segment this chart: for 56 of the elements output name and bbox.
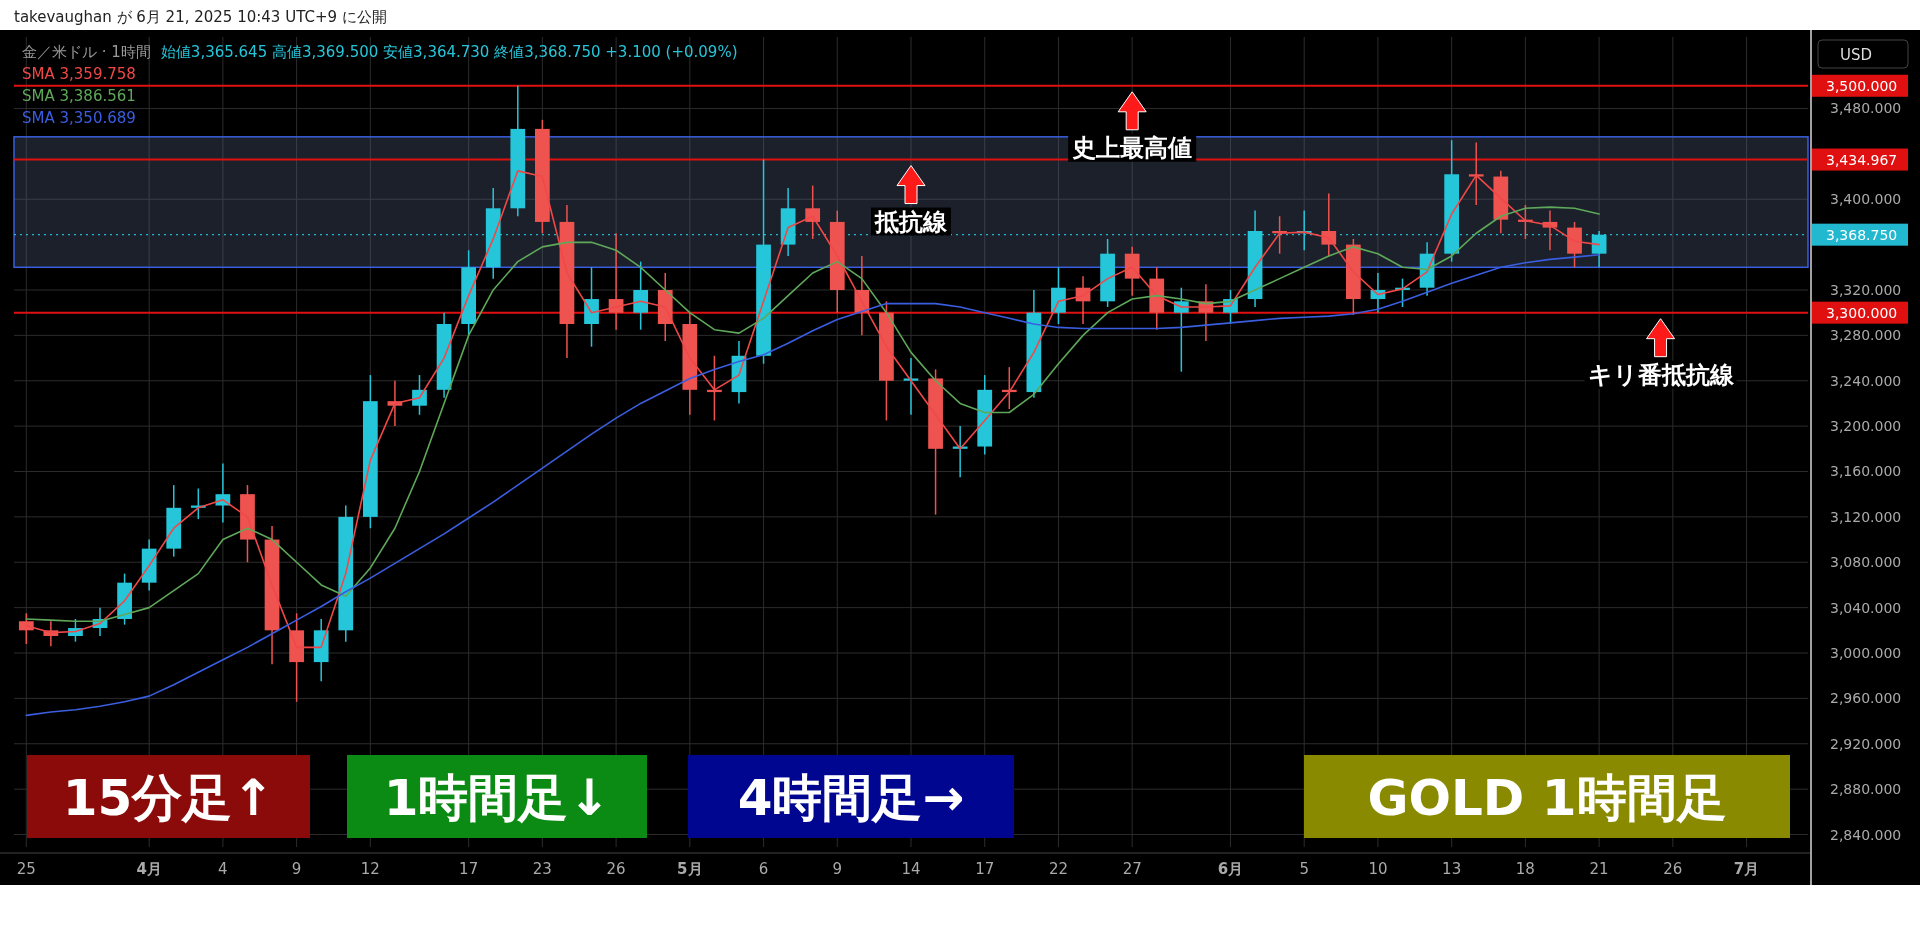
x-tick-label: 18	[1515, 860, 1535, 878]
annotation: 抵抗線	[874, 207, 948, 236]
y-tick-label: 3,320.000	[1830, 281, 1902, 298]
annotation: GOLD 1時間足	[1367, 769, 1727, 827]
x-tick-label: 12	[360, 860, 380, 878]
y-tick-label: 3,480.000	[1830, 100, 1902, 117]
x-tick-label: 9	[291, 860, 302, 878]
x-tick-label: 10	[1368, 860, 1388, 878]
text: SMA 3,386.561	[22, 87, 136, 105]
x-tick-label: 6月	[1217, 860, 1244, 878]
y-tick-label: 3,160.000	[1830, 463, 1902, 480]
y-tick-label: 2,880.000	[1830, 781, 1902, 798]
y-tick-label: 3,400.000	[1830, 191, 1902, 208]
annotation: 4時間足→	[737, 769, 965, 827]
x-tick-label: 7月	[1733, 860, 1760, 878]
x-tick-label: 22	[1048, 860, 1068, 878]
y-tick-label: 3,240.000	[1830, 372, 1902, 389]
annotation: 15分足↑	[62, 769, 275, 827]
ref-line-label: 3,500.000	[1826, 77, 1898, 94]
x-tick-label: 17	[975, 860, 995, 878]
x-tick-label: 17	[459, 860, 479, 878]
x-tick-label: 5	[1299, 860, 1309, 878]
text: SMA 3,359.758	[22, 65, 136, 83]
x-tick-label: 25	[16, 860, 36, 878]
annotation: キリ番抵抗線	[1587, 360, 1735, 389]
y-tick-label: 3,200.000	[1830, 418, 1902, 435]
x-tick-label: 4	[218, 860, 228, 878]
annotation: 史上最高値	[1072, 133, 1193, 162]
y-tick-label: 3,120.000	[1830, 508, 1902, 525]
y-tick-label: 2,960.000	[1830, 690, 1902, 707]
annotation: 1時間足↓	[383, 769, 611, 827]
y-tick-label: 2,920.000	[1830, 735, 1902, 752]
text: SMA 3,350.689	[22, 109, 136, 127]
x-tick-label: 6	[758, 860, 769, 878]
x-tick-label: 23	[532, 860, 552, 878]
x-tick-label: 5月	[677, 860, 703, 878]
x-tick-label: 13	[1442, 860, 1462, 878]
y-tick-label: 2,840.000	[1830, 826, 1902, 843]
y-tick-label: 3,000.000	[1830, 645, 1902, 662]
x-tick-label: 26	[606, 860, 626, 878]
y-axis-title: USD	[1840, 46, 1873, 64]
x-tick-label: 14	[901, 860, 921, 878]
ref-line-label: 3,300.000	[1826, 304, 1898, 321]
x-tick-label: 9	[832, 860, 843, 878]
ref-line-label: 3,368.750	[1826, 226, 1898, 243]
y-tick-label: 3,040.000	[1830, 599, 1902, 616]
x-tick-label: 21	[1589, 860, 1609, 878]
x-tick-label: 26	[1663, 860, 1683, 878]
x-tick-label: 27	[1122, 860, 1142, 878]
ref-line-label: 3,434.967	[1826, 151, 1898, 168]
chart-title: 金／米ドル · 1時間	[22, 43, 151, 61]
y-tick-label: 3,280.000	[1830, 327, 1902, 344]
x-tick-label: 4月	[136, 860, 162, 878]
y-tick-label: 3,080.000	[1830, 554, 1902, 571]
text: takevaughan が 6月 21, 2025 10:43 UTC+9 に公開	[14, 8, 387, 26]
chart-subtitle: 始値3,365.645 高値3,369.500 安値3,364.730 終値3,368.750 +3.100 (+0.09%)	[160, 43, 738, 61]
